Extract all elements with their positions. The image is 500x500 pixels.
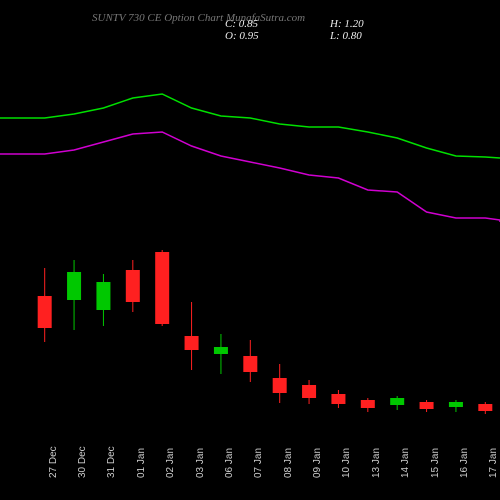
candle-body bbox=[185, 336, 199, 350]
line-series-2 bbox=[0, 132, 500, 222]
chart-svg bbox=[0, 0, 500, 500]
candle-body bbox=[67, 272, 81, 300]
candle-body bbox=[302, 385, 316, 398]
x-axis-label: 16 Jan bbox=[459, 448, 470, 478]
x-axis-label: 07 Jan bbox=[253, 448, 264, 478]
x-axis-label: 14 Jan bbox=[400, 448, 411, 478]
x-axis-label: 30 Dec bbox=[77, 446, 88, 478]
x-axis-label: 09 Jan bbox=[312, 448, 323, 478]
x-axis-label: 31 Dec bbox=[106, 446, 117, 478]
x-axis-label: 08 Jan bbox=[283, 448, 294, 478]
x-axis-label: 10 Jan bbox=[341, 448, 352, 478]
x-axis-label: 06 Jan bbox=[224, 448, 235, 478]
candle-body bbox=[331, 394, 345, 404]
candle-body bbox=[478, 404, 492, 411]
candle-body bbox=[155, 252, 169, 324]
candle-body bbox=[449, 402, 463, 407]
chart-container: SUNTV 730 CE Option Chart MunafaSutra.co… bbox=[0, 0, 500, 500]
candle-body bbox=[126, 270, 140, 302]
candle-body bbox=[96, 282, 110, 310]
x-axis-label: 15 Jan bbox=[430, 448, 441, 478]
candle-body bbox=[243, 356, 257, 372]
x-axis-label: 13 Jan bbox=[371, 448, 382, 478]
candle-body bbox=[361, 400, 375, 408]
x-axis-label: 27 Dec bbox=[48, 446, 59, 478]
x-axis-label: 17 Jan bbox=[488, 448, 499, 478]
x-axis-label: 03 Jan bbox=[195, 448, 206, 478]
candle-body bbox=[273, 378, 287, 393]
candle-body bbox=[214, 347, 228, 354]
x-axis-label: 01 Jan bbox=[136, 448, 147, 478]
candle-body bbox=[390, 398, 404, 405]
candle-body bbox=[38, 296, 52, 328]
x-axis-label: 02 Jan bbox=[165, 448, 176, 478]
line-series-1 bbox=[0, 94, 500, 158]
candle-body bbox=[420, 402, 434, 409]
